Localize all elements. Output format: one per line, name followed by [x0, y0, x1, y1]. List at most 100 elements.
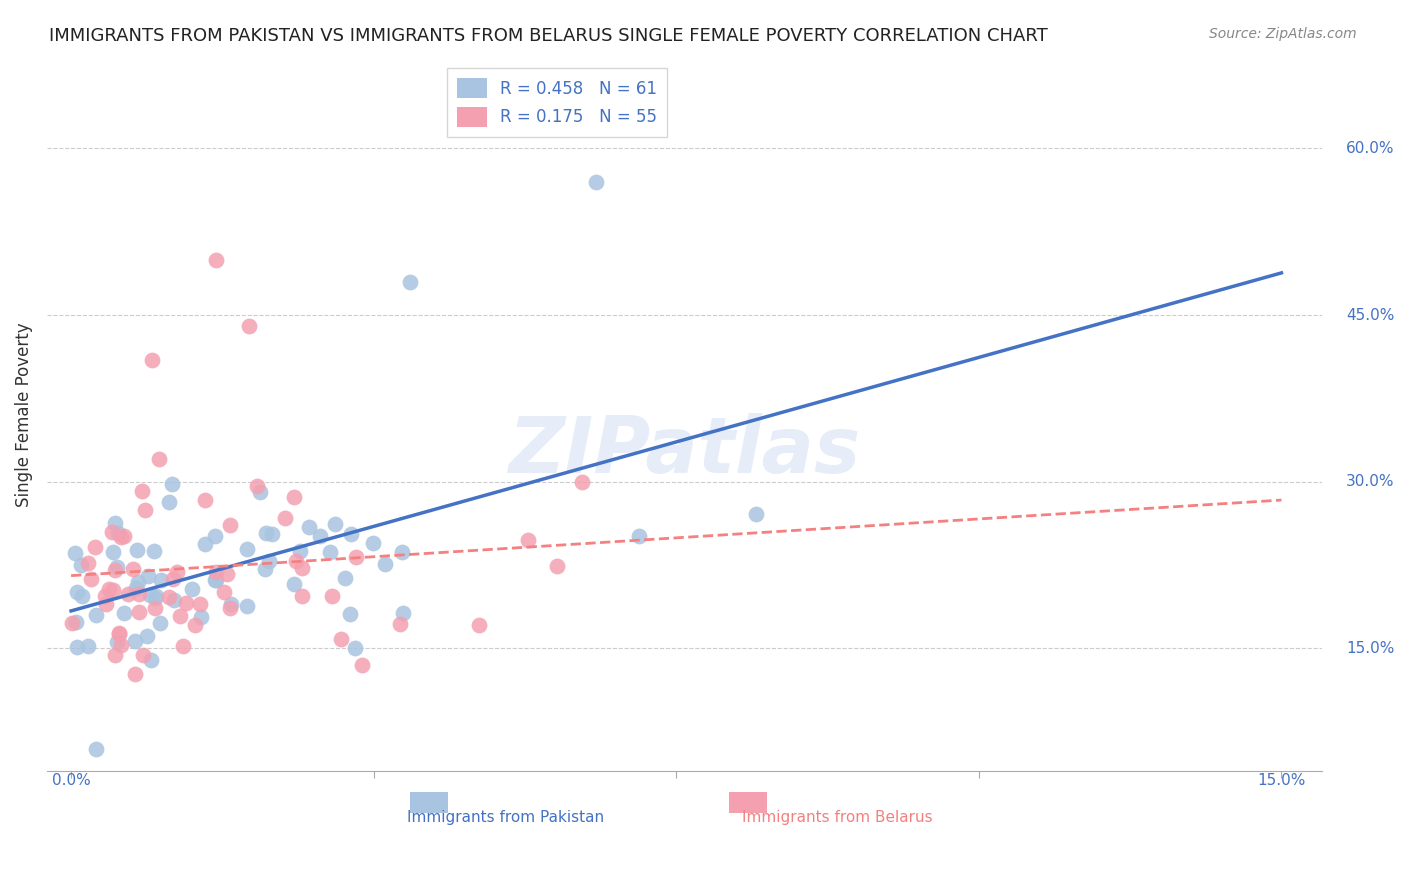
Point — [585, 175, 607, 189]
Point — [104, 516, 127, 530]
Text: 0.0%: 0.0% — [52, 773, 90, 788]
Point — [254, 526, 277, 541]
Point — [110, 638, 132, 652]
Point — [84, 540, 107, 554]
Point — [143, 591, 166, 605]
Point — [103, 545, 125, 559]
Point — [94, 589, 117, 603]
Text: IMMIGRANTS FROM PAKISTAN VS IMMIGRANTS FROM BELARUS SINGLE FEMALE POVERTY CORREL: IMMIGRANTS FROM PAKISTAN VS IMMIGRANTS F… — [49, 27, 1047, 45]
Point — [124, 634, 146, 648]
Point — [107, 525, 129, 540]
Point — [468, 617, 491, 632]
Point — [136, 569, 159, 583]
Point — [65, 615, 87, 629]
Point — [149, 574, 172, 588]
Point — [125, 542, 148, 557]
Point — [138, 588, 160, 602]
Point — [160, 477, 183, 491]
Point — [94, 598, 117, 612]
Point — [253, 562, 276, 576]
Point — [188, 597, 211, 611]
Point — [149, 616, 172, 631]
Point — [128, 587, 150, 601]
Text: Immigrants from Pakistan: Immigrants from Pakistan — [408, 810, 605, 825]
Point — [373, 557, 395, 571]
Point — [125, 581, 148, 595]
Point — [309, 529, 332, 543]
Point — [70, 589, 93, 603]
Point — [291, 561, 314, 575]
Point — [212, 585, 235, 599]
Point — [166, 566, 188, 580]
Point — [391, 544, 413, 558]
Point — [128, 605, 150, 619]
Point — [298, 519, 321, 533]
Point — [339, 607, 361, 622]
Y-axis label: Single Female Poverty: Single Female Poverty — [15, 323, 32, 508]
FancyBboxPatch shape — [728, 792, 768, 814]
Text: 30.0%: 30.0% — [1346, 475, 1395, 490]
Point — [236, 541, 259, 556]
Point — [84, 742, 107, 756]
Point — [110, 530, 132, 544]
Point — [205, 252, 228, 267]
Point — [399, 275, 422, 289]
Point — [571, 475, 593, 490]
Point — [193, 493, 215, 508]
Point — [134, 503, 156, 517]
Point — [218, 517, 240, 532]
Point — [172, 639, 194, 653]
Point — [190, 609, 212, 624]
Text: Immigrants from Belarus: Immigrants from Belarus — [742, 810, 932, 825]
Point — [159, 590, 181, 604]
Point — [246, 479, 269, 493]
Point — [204, 565, 226, 579]
Point — [157, 495, 180, 509]
Point — [388, 616, 411, 631]
Point — [361, 536, 384, 550]
Point — [546, 558, 568, 573]
Point — [205, 573, 228, 587]
Point — [238, 319, 260, 334]
Point — [107, 626, 129, 640]
Point — [194, 536, 217, 550]
FancyBboxPatch shape — [411, 792, 449, 814]
Point — [184, 618, 207, 632]
Point — [141, 352, 163, 367]
Point — [104, 648, 127, 662]
Point — [77, 639, 100, 653]
Point — [319, 545, 342, 559]
Point — [325, 516, 347, 531]
Point — [321, 589, 343, 603]
Point — [344, 550, 367, 565]
Point — [219, 601, 242, 615]
Point — [101, 583, 124, 598]
Point — [84, 607, 107, 622]
Point — [174, 597, 197, 611]
Point — [117, 587, 139, 601]
Point — [163, 593, 186, 607]
Point — [628, 529, 651, 543]
Text: Source: ZipAtlas.com: Source: ZipAtlas.com — [1209, 27, 1357, 41]
Point — [148, 452, 170, 467]
Point — [392, 606, 415, 620]
Point — [204, 574, 226, 588]
Point — [274, 511, 297, 525]
Point — [65, 546, 87, 560]
Point — [105, 635, 128, 649]
Point — [257, 554, 280, 568]
Point — [105, 560, 128, 574]
Point — [60, 615, 83, 630]
Point — [204, 529, 226, 543]
Point — [69, 558, 91, 573]
Point — [145, 589, 167, 603]
Point — [217, 567, 239, 582]
Point — [141, 653, 163, 667]
Point — [143, 601, 166, 615]
Point — [104, 563, 127, 577]
Text: ZIPatlas: ZIPatlas — [508, 413, 860, 489]
Point — [290, 543, 312, 558]
Text: 60.0%: 60.0% — [1346, 141, 1395, 156]
Point — [219, 597, 242, 611]
Point — [260, 527, 283, 541]
